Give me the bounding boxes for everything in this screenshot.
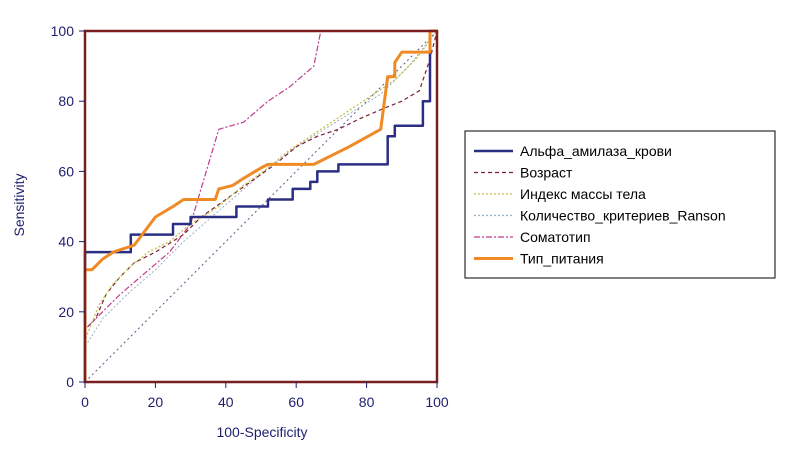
series-line-2 <box>84 30 438 382</box>
plot-area <box>83 29 438 383</box>
legend-label-4: Соматотип <box>520 229 591 245</box>
y-tick-label: 60 <box>58 163 74 179</box>
x-tick-label: 100 <box>425 394 449 410</box>
series-line-0 <box>83 29 437 382</box>
y-tick-label: 80 <box>58 93 74 109</box>
x-tick-label: 60 <box>288 394 304 410</box>
legend-label-2: Индекс массы тела <box>520 186 646 202</box>
plot-frame <box>83 29 439 384</box>
x-axis-title: 100-Specificity <box>216 424 307 440</box>
plot-frame-rect <box>83 29 439 384</box>
series-line-5 <box>83 29 437 382</box>
x-tick-label: 80 <box>359 394 375 410</box>
legend-label-5: Тип_питания <box>520 251 604 267</box>
legend-label-1: Возраст <box>520 165 573 181</box>
y-tick-label: 20 <box>58 304 74 320</box>
x-tick-label: 0 <box>81 394 89 410</box>
y-tick-label: 0 <box>66 374 74 390</box>
y-axis: 0 20 40 60 80 100 <box>51 23 85 390</box>
legend-label-3: Количество_критериев_Ranson <box>520 208 726 224</box>
series-line-4 <box>84 30 437 382</box>
x-tick-label: 40 <box>218 394 234 410</box>
x-axis: 0 20 40 60 80 100 <box>81 382 449 410</box>
x-tick-label: 20 <box>148 394 164 410</box>
legend-box <box>464 130 776 279</box>
y-tick-label: 100 <box>51 23 75 39</box>
y-tick-label: 40 <box>58 234 74 250</box>
y-axis-title: Sensitivity <box>11 173 27 236</box>
legend: Альфа_амилаза_крови Возраст Индекс массы т… <box>464 130 776 279</box>
legend-label-0: Альфа_амилаза_крови <box>520 143 672 159</box>
